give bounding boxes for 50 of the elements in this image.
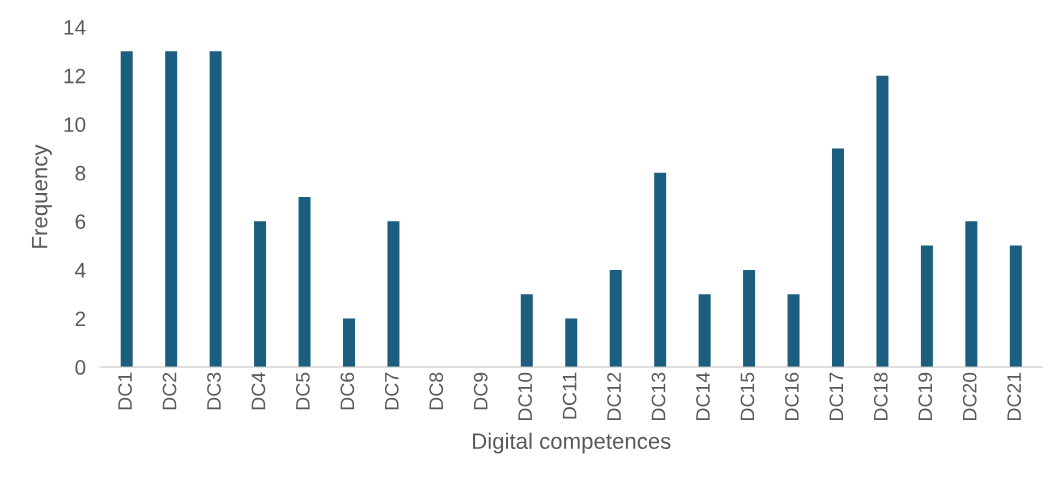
- x-tick-label: DC8: [429, 372, 444, 410]
- y-tick-label: 12: [64, 68, 86, 84]
- bar: [565, 318, 578, 368]
- x-tick-label: DC12: [607, 372, 621, 421]
- bar: [831, 148, 844, 368]
- x-tick-label: DC4: [251, 372, 266, 410]
- x-tick-label: DC1: [118, 372, 132, 410]
- bar: [654, 172, 667, 368]
- y-axis-title: Frequency: [31, 144, 52, 248]
- x-axis-title: Digital competences: [473, 432, 671, 454]
- x-tick-label: DC15: [740, 372, 755, 421]
- x-tick-label: DC20: [962, 372, 977, 421]
- bar: [698, 294, 711, 368]
- x-tick-label: DC21: [1007, 372, 1022, 421]
- x-tick-label: DC2: [162, 372, 177, 410]
- bar: [387, 221, 400, 368]
- bar: [876, 75, 889, 368]
- y-tick-label: 4: [75, 263, 86, 278]
- x-tick-label: DC14: [696, 372, 710, 421]
- y-tick-label: 8: [75, 165, 86, 181]
- bar: [520, 294, 533, 368]
- x-tick-label: DC18: [873, 372, 888, 421]
- y-tick-label: 14: [64, 20, 86, 35]
- bar: [965, 221, 978, 368]
- x-tick-label: DC16: [784, 372, 799, 421]
- bar: [787, 294, 800, 368]
- x-tick-label: DC9: [473, 372, 488, 410]
- x-tick-label: DC7: [384, 372, 399, 410]
- x-tick-label: DC13: [651, 372, 666, 421]
- bar: [120, 51, 133, 368]
- bar: [743, 269, 756, 368]
- y-tick-label: 2: [75, 311, 86, 327]
- x-tick-label: DC17: [829, 372, 844, 421]
- bar: [1009, 245, 1022, 368]
- bar: [298, 197, 311, 368]
- bar: [209, 51, 222, 368]
- bar: [342, 318, 355, 368]
- x-tick-label: DC6: [340, 372, 355, 410]
- x-tick-label: DC10: [518, 372, 533, 421]
- x-tick-label: DC5: [295, 372, 310, 410]
- x-tick-label: DC11: [562, 372, 577, 419]
- bar: [609, 269, 622, 368]
- y-tick-label: 6: [75, 214, 86, 230]
- x-tick-label: DC19: [918, 372, 933, 421]
- y-tick-label: 0: [75, 360, 86, 375]
- bar: [254, 221, 267, 368]
- bar: [920, 245, 933, 368]
- y-tick-label: 10: [64, 117, 86, 132]
- x-tick-label: DC3: [207, 372, 221, 410]
- bar: [165, 51, 178, 368]
